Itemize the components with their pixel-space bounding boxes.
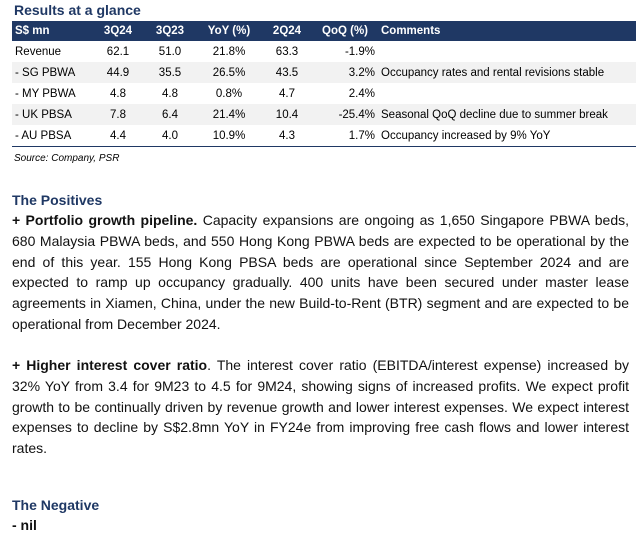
table-cell: 4.8 bbox=[110, 87, 126, 100]
table-cell: 44.9 bbox=[92, 62, 144, 83]
results-table: S$ mn 3Q24 3Q23 YoY (%) 2Q24 QoQ (%) Com… bbox=[12, 21, 636, 147]
table-cell: 43.5 bbox=[262, 62, 312, 83]
table-cell: Occupancy increased by 9% YoY bbox=[378, 125, 636, 147]
table-cell: 4.7 bbox=[279, 87, 295, 100]
table-cell: 51.0 bbox=[158, 45, 182, 58]
negative-heading: The Negative bbox=[12, 497, 100, 513]
positive-point-text: . The interest cover ratio (EBITDA/inter… bbox=[12, 357, 629, 457]
positive-point-lead: + Portfolio growth pipeline. bbox=[12, 212, 198, 228]
table-cell: Seasonal QoQ decline due to summer break bbox=[378, 104, 636, 125]
table-row: Revenue 62.1 51.0 21.8% 63.3 -1.9% bbox=[12, 41, 636, 62]
negative-point: - nil bbox=[12, 515, 629, 536]
table-cell: 2.4% bbox=[348, 87, 375, 100]
positive-point-text: Capacity expansions are ongoing as 1,650… bbox=[12, 212, 629, 332]
table-cell bbox=[378, 41, 636, 62]
negative-point-lead: - nil bbox=[12, 517, 37, 533]
table-cell: 21.8% bbox=[212, 45, 246, 58]
table-cell: 10.9% bbox=[196, 125, 262, 147]
column-header: 3Q24 bbox=[92, 21, 144, 41]
table-cell: Revenue bbox=[15, 45, 62, 58]
table-source-note: Source: Company, PSR bbox=[14, 153, 120, 164]
table-row: - UK PBSA 7.8 6.4 21.4% 10.4 -25.4% Seas… bbox=[12, 104, 636, 125]
table-row: - AU PBSA 4.4 4.0 10.9% 4.3 1.7% Occupan… bbox=[12, 125, 636, 147]
table-cell: 63.3 bbox=[275, 45, 299, 58]
table-cell: 0.8% bbox=[215, 87, 243, 100]
table-cell: 4.4 bbox=[92, 125, 144, 147]
section-title: Results at a glance bbox=[14, 2, 141, 18]
column-header: QoQ (%) bbox=[312, 21, 378, 41]
table-cell: -25.4% bbox=[312, 104, 378, 125]
positive-point: + Higher interest cover ratio. The inter… bbox=[12, 355, 629, 459]
table-cell: -1.9% bbox=[344, 45, 375, 58]
table-cell: 4.8 bbox=[162, 87, 178, 100]
table-cell: 35.5 bbox=[144, 62, 196, 83]
table-cell: 26.5% bbox=[196, 62, 262, 83]
table-header-row: S$ mn 3Q24 3Q23 YoY (%) 2Q24 QoQ (%) Com… bbox=[12, 21, 636, 41]
table-cell: 62.1 bbox=[106, 45, 130, 58]
table-cell: 4.0 bbox=[144, 125, 196, 147]
table-cell: Occupancy rates and rental revisions sta… bbox=[378, 62, 636, 83]
table-cell: 21.4% bbox=[196, 104, 262, 125]
table-cell: 4.3 bbox=[262, 125, 312, 147]
table-row: - SG PBWA 44.9 35.5 26.5% 43.5 3.2% Occu… bbox=[12, 62, 636, 83]
table-cell: - AU PBSA bbox=[12, 125, 92, 147]
table-cell: - UK PBSA bbox=[12, 104, 92, 125]
column-header: 2Q24 bbox=[262, 21, 312, 41]
positive-point-lead: + Higher interest cover ratio bbox=[12, 357, 208, 373]
table-cell: - SG PBWA bbox=[12, 62, 92, 83]
column-header: S$ mn bbox=[12, 21, 92, 41]
table-cell: - MY PBWA bbox=[15, 87, 76, 100]
column-header: Comments bbox=[378, 21, 636, 41]
table-cell: 3.2% bbox=[312, 62, 378, 83]
table-cell: 7.8 bbox=[92, 104, 144, 125]
table-cell: 10.4 bbox=[262, 104, 312, 125]
positives-heading: The Positives bbox=[12, 192, 103, 208]
table-row: - MY PBWA 4.8 4.8 0.8% 4.7 2.4% bbox=[12, 83, 636, 104]
table-cell: 6.4 bbox=[144, 104, 196, 125]
positive-point: + Portfolio growth pipeline. Capacity ex… bbox=[12, 210, 629, 335]
table-cell: 1.7% bbox=[312, 125, 378, 147]
table-cell bbox=[378, 83, 636, 104]
column-header: 3Q23 bbox=[144, 21, 196, 41]
column-header: YoY (%) bbox=[196, 21, 262, 41]
